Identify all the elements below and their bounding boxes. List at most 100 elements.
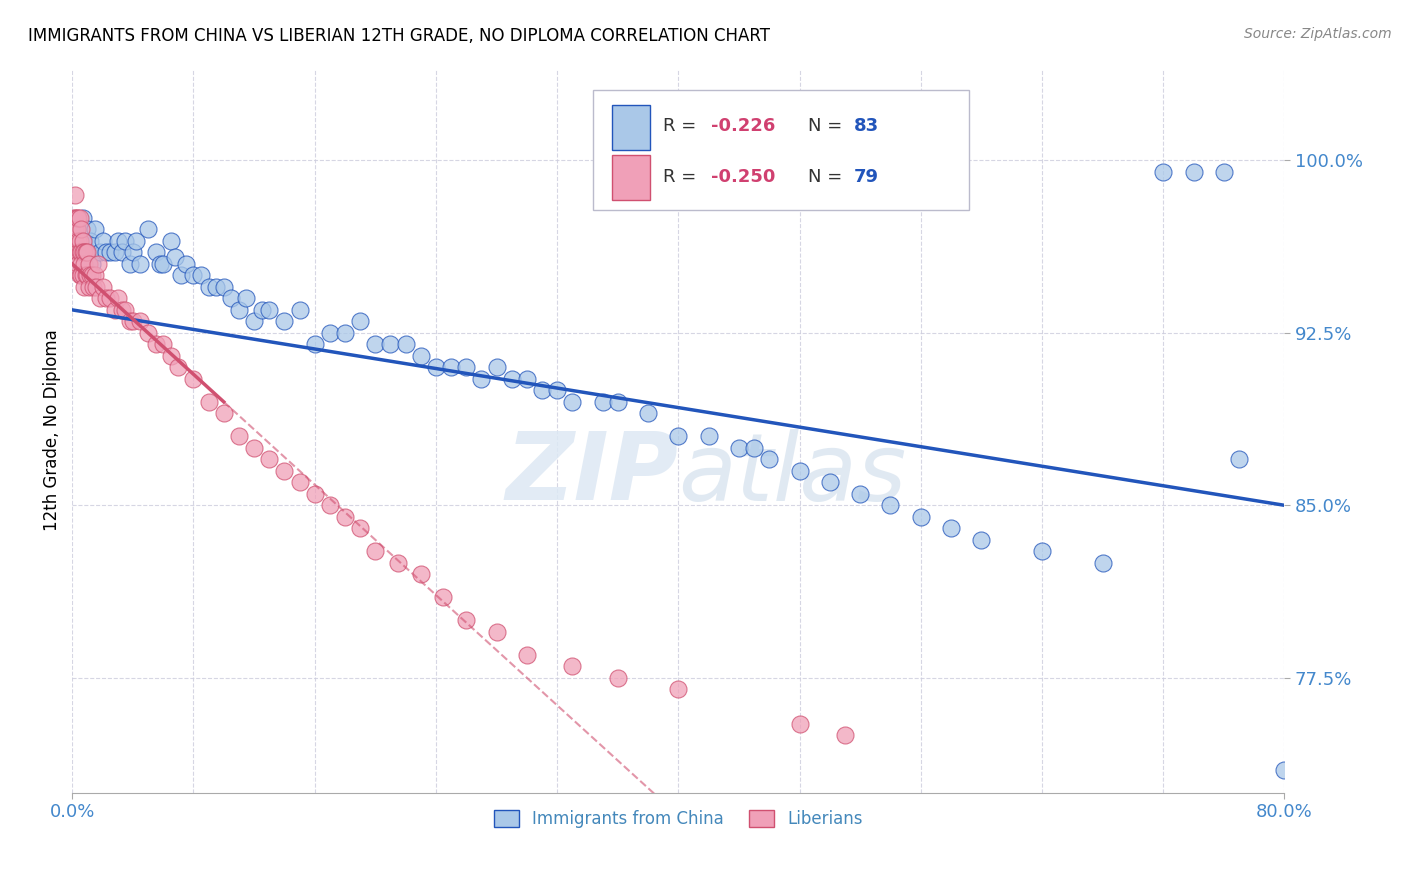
Point <box>1227 452 1250 467</box>
Point <box>319 326 342 340</box>
Point <box>742 441 765 455</box>
Point <box>76 222 98 236</box>
Point <box>70 245 93 260</box>
FancyBboxPatch shape <box>612 155 651 201</box>
Point <box>107 234 129 248</box>
Point <box>76 245 98 260</box>
Text: ZIP: ZIP <box>506 428 678 520</box>
Point <box>69 234 91 248</box>
Point <box>65 234 87 248</box>
Point <box>67 245 90 260</box>
Point <box>89 245 111 260</box>
Point <box>273 464 295 478</box>
Point <box>107 292 129 306</box>
Point <box>183 372 205 386</box>
Point <box>697 429 720 443</box>
Text: -0.226: -0.226 <box>711 118 776 136</box>
Legend: Immigrants from China, Liberians: Immigrants from China, Liberians <box>488 804 869 835</box>
Point <box>111 302 134 317</box>
Point <box>114 234 136 248</box>
Text: 83: 83 <box>853 118 879 136</box>
Point <box>637 406 659 420</box>
Point <box>288 302 311 317</box>
Point <box>72 245 94 260</box>
Point <box>75 268 97 283</box>
Point <box>243 314 266 328</box>
Point <box>789 464 811 478</box>
Point <box>257 452 280 467</box>
Point <box>121 314 143 328</box>
Point <box>516 372 538 386</box>
Point <box>250 302 273 317</box>
Point <box>73 280 96 294</box>
Point <box>789 716 811 731</box>
Point <box>104 245 127 260</box>
Point <box>394 337 416 351</box>
Point <box>235 292 257 306</box>
Point <box>834 728 856 742</box>
Point <box>75 245 97 260</box>
Point <box>67 211 90 225</box>
Point <box>606 395 628 409</box>
Point <box>72 211 94 225</box>
Point <box>121 245 143 260</box>
Point <box>333 326 356 340</box>
Point <box>72 234 94 248</box>
Point <box>136 326 159 340</box>
Point <box>849 487 872 501</box>
Point <box>456 613 478 627</box>
Point <box>94 245 117 260</box>
Point <box>304 487 326 501</box>
Point <box>91 234 114 248</box>
Point <box>666 429 689 443</box>
Point <box>561 659 583 673</box>
Point <box>86 280 108 294</box>
Point <box>592 395 614 409</box>
Point <box>387 556 409 570</box>
Point <box>501 372 523 386</box>
Point <box>409 349 432 363</box>
Point <box>70 222 93 236</box>
Point <box>183 268 205 283</box>
Point <box>530 384 553 398</box>
Point <box>98 292 121 306</box>
Point <box>145 245 167 260</box>
Point <box>485 360 508 375</box>
Point <box>66 211 89 225</box>
Point <box>349 314 371 328</box>
Point <box>72 268 94 283</box>
Point <box>304 337 326 351</box>
Y-axis label: 12th Grade, No Diploma: 12th Grade, No Diploma <box>44 330 60 532</box>
Point <box>159 234 181 248</box>
Point <box>432 591 454 605</box>
Point <box>125 234 148 248</box>
Point <box>152 257 174 271</box>
Point <box>818 475 841 490</box>
Point <box>516 648 538 662</box>
Point <box>440 360 463 375</box>
Point <box>91 280 114 294</box>
FancyBboxPatch shape <box>593 90 969 210</box>
Point <box>149 257 172 271</box>
Point <box>606 671 628 685</box>
Text: Source: ZipAtlas.com: Source: ZipAtlas.com <box>1244 27 1392 41</box>
Text: N =: N = <box>808 118 848 136</box>
Point <box>94 292 117 306</box>
Point <box>84 268 107 283</box>
Point <box>1152 165 1174 179</box>
Point <box>288 475 311 490</box>
Text: R =: R = <box>662 118 702 136</box>
Point <box>228 302 250 317</box>
Point <box>333 509 356 524</box>
Point <box>212 406 235 420</box>
Point <box>79 234 101 248</box>
Point <box>425 360 447 375</box>
Point <box>1091 556 1114 570</box>
Point <box>70 268 93 283</box>
Point <box>170 268 193 283</box>
Point <box>76 268 98 283</box>
Text: atlas: atlas <box>678 428 907 519</box>
Point <box>470 372 492 386</box>
Point <box>114 302 136 317</box>
Point <box>1274 763 1296 777</box>
